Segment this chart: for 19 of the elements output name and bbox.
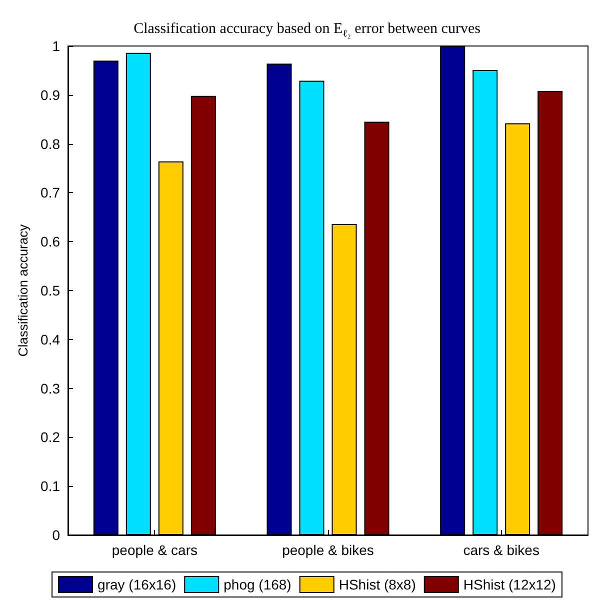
- x-tick-label: people & cars: [112, 542, 198, 558]
- y-tick-label: 0.8: [40, 136, 60, 152]
- y-tick-label: 0.5: [40, 282, 60, 298]
- x-tick-label: cars & bikes: [463, 542, 540, 558]
- y-tick-label: 0.2: [40, 429, 60, 446]
- y-tick-label: 0.7: [40, 184, 60, 201]
- x-tick-label: people & bikes: [282, 542, 374, 558]
- y-axis-title: Classification accuracy: [16, 224, 31, 357]
- y-tick-label: 0.6: [40, 234, 60, 250]
- y-tick-label: 0.9: [40, 86, 60, 103]
- legend-label: HShist (8x8): [338, 576, 416, 592]
- y-tick-label: 0: [52, 527, 60, 543]
- legend-label: gray (16x16): [98, 576, 176, 592]
- y-tick-label: 0.4: [40, 331, 60, 348]
- y-tick-label: 1: [52, 38, 60, 54]
- y-tick-label: 0.1: [40, 478, 60, 494]
- legend-label: phog (168): [224, 576, 292, 592]
- legend-label: HShist (12x12): [463, 576, 556, 592]
- y-tick-label: 0.3: [40, 380, 60, 396]
